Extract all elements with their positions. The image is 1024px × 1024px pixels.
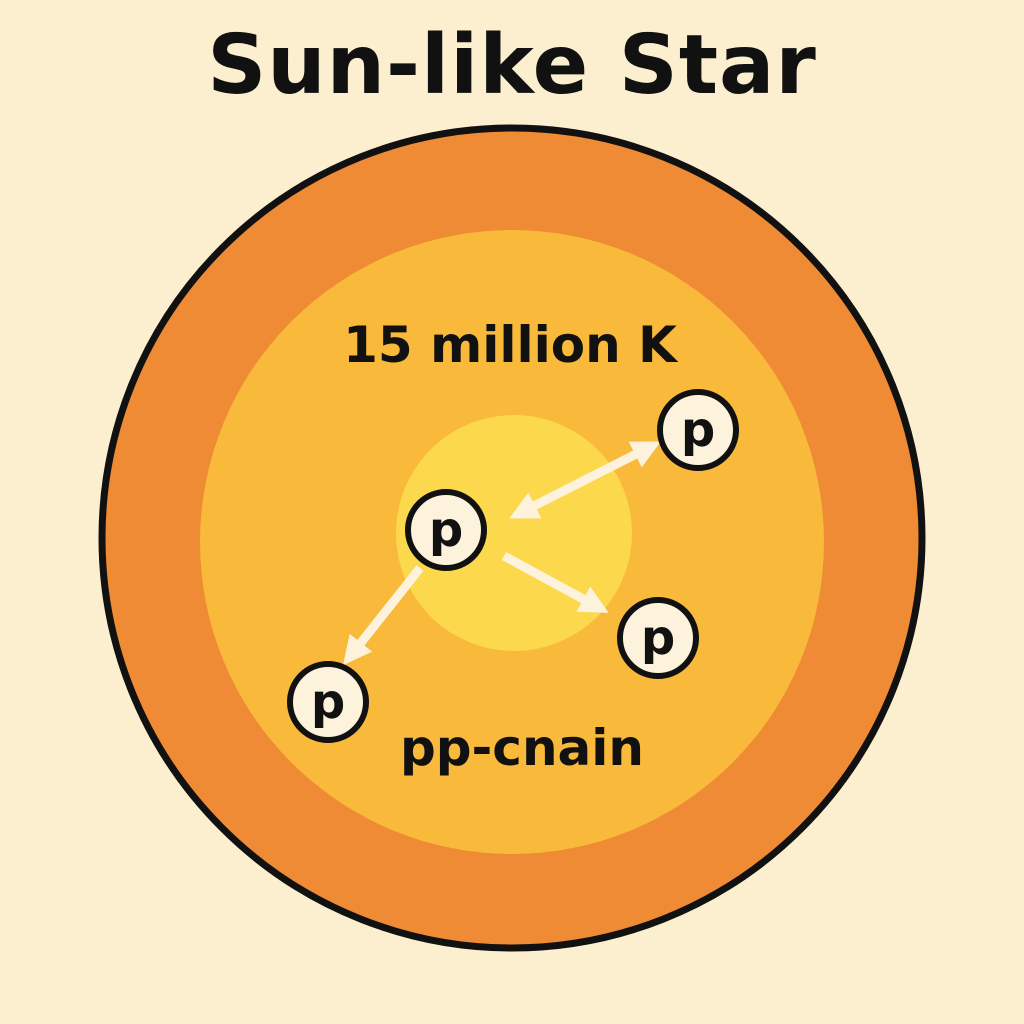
temperature-label: 15 million K	[343, 316, 679, 374]
proton-bottom-left: p	[287, 661, 369, 743]
diagram-title: Sun-like Star	[207, 18, 817, 113]
proton-bottom-right: p	[617, 597, 699, 679]
proton-bottom-left-circle	[287, 661, 369, 743]
arrow-center-to-bottom-right	[501, 552, 609, 613]
proton-top-right-circle	[657, 389, 739, 471]
proton-top-right: p	[657, 389, 739, 471]
arrow-center-to-bottom-left	[343, 565, 424, 666]
proton-bottom-right-label: p	[641, 610, 675, 666]
proton-top-right-label: p	[681, 402, 715, 458]
reaction-label: pp-cnain	[400, 719, 644, 777]
proton-bottom-right-circle	[617, 597, 699, 679]
proton-bottom-left-label: p	[311, 674, 345, 730]
proton-center-circle	[405, 489, 487, 571]
proton-center: p	[405, 489, 487, 571]
arrow-center-to-top-right	[509, 441, 661, 519]
proton-center-label: p	[429, 502, 463, 558]
